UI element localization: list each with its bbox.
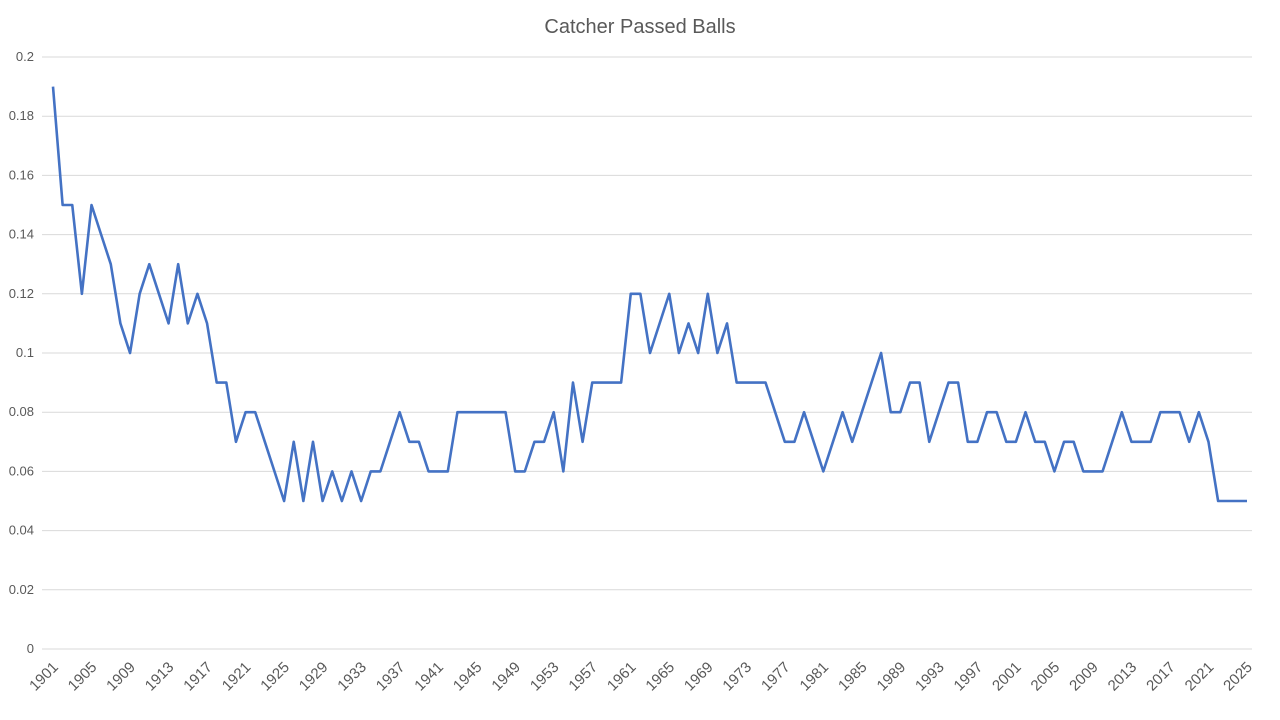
x-tick-label: 1901 — [26, 659, 62, 695]
x-tick-label: 1929 — [296, 659, 332, 695]
y-tick-label: 0 — [27, 641, 34, 656]
x-tick-label: 1953 — [527, 659, 563, 695]
x-tick-label: 1969 — [681, 659, 717, 695]
x-tick-label: 1925 — [257, 659, 293, 695]
x-tick-label: 1993 — [912, 659, 948, 695]
y-tick-label: 0.08 — [9, 404, 34, 419]
x-tick-label: 1945 — [450, 659, 486, 695]
x-axis-ticks: 1901 1905 1909 1913 1917 1921 1925 1929 1933 1937… — [26, 659, 1256, 695]
y-tick-label: 0.2 — [16, 49, 34, 64]
x-tick-label: 2009 — [1066, 659, 1102, 695]
x-tick-label: 1985 — [835, 659, 871, 695]
x-tick-label: 1913 — [142, 659, 178, 695]
x-tick-label: 1973 — [719, 659, 755, 695]
x-tick-label: 2001 — [989, 659, 1025, 695]
x-tick-label: 1941 — [411, 659, 447, 695]
x-tick-label: 1977 — [758, 659, 794, 695]
x-tick-label: 2021 — [1182, 659, 1218, 695]
x-tick-label: 1961 — [604, 659, 640, 695]
y-tick-label: 0.06 — [9, 463, 34, 478]
x-tick-label: 1981 — [797, 659, 833, 695]
y-tick-label: 0.12 — [9, 286, 34, 301]
x-tick-label: 1905 — [65, 659, 101, 695]
x-tick-label: 1957 — [565, 659, 601, 695]
x-tick-label: 1917 — [180, 659, 216, 695]
y-axis-ticks: 0 0.02 0.04 0.06 0.08 0.1 0.12 0.14 0.16 0.18 0.2 — [9, 49, 34, 656]
x-tick-label: 2017 — [1143, 659, 1179, 695]
x-tick-label: 1965 — [642, 659, 678, 695]
x-tick-label: 1949 — [488, 659, 524, 695]
y-tick-label: 0.1 — [16, 345, 34, 360]
x-tick-label: 2025 — [1220, 659, 1256, 695]
y-tick-label: 0.04 — [9, 523, 34, 538]
chart-title: Catcher Passed Balls — [544, 16, 735, 38]
gridlines — [42, 56, 1252, 650]
series-line — [51, 86, 1247, 503]
y-tick-label: 0.02 — [9, 582, 34, 597]
x-tick-label: 1921 — [219, 659, 255, 695]
x-tick-label: 1909 — [103, 659, 139, 695]
x-tick-label: 1937 — [373, 659, 409, 695]
y-tick-label: 0.18 — [9, 108, 34, 123]
x-tick-label: 1997 — [951, 659, 987, 695]
series-group — [51, 86, 1247, 503]
y-tick-label: 0.16 — [9, 167, 34, 182]
x-tick-label: 2005 — [1028, 659, 1064, 695]
x-tick-label: 1989 — [874, 659, 910, 695]
x-tick-label: 1933 — [334, 659, 370, 695]
y-tick-label: 0.14 — [9, 227, 34, 242]
x-tick-label: 2013 — [1105, 659, 1141, 695]
